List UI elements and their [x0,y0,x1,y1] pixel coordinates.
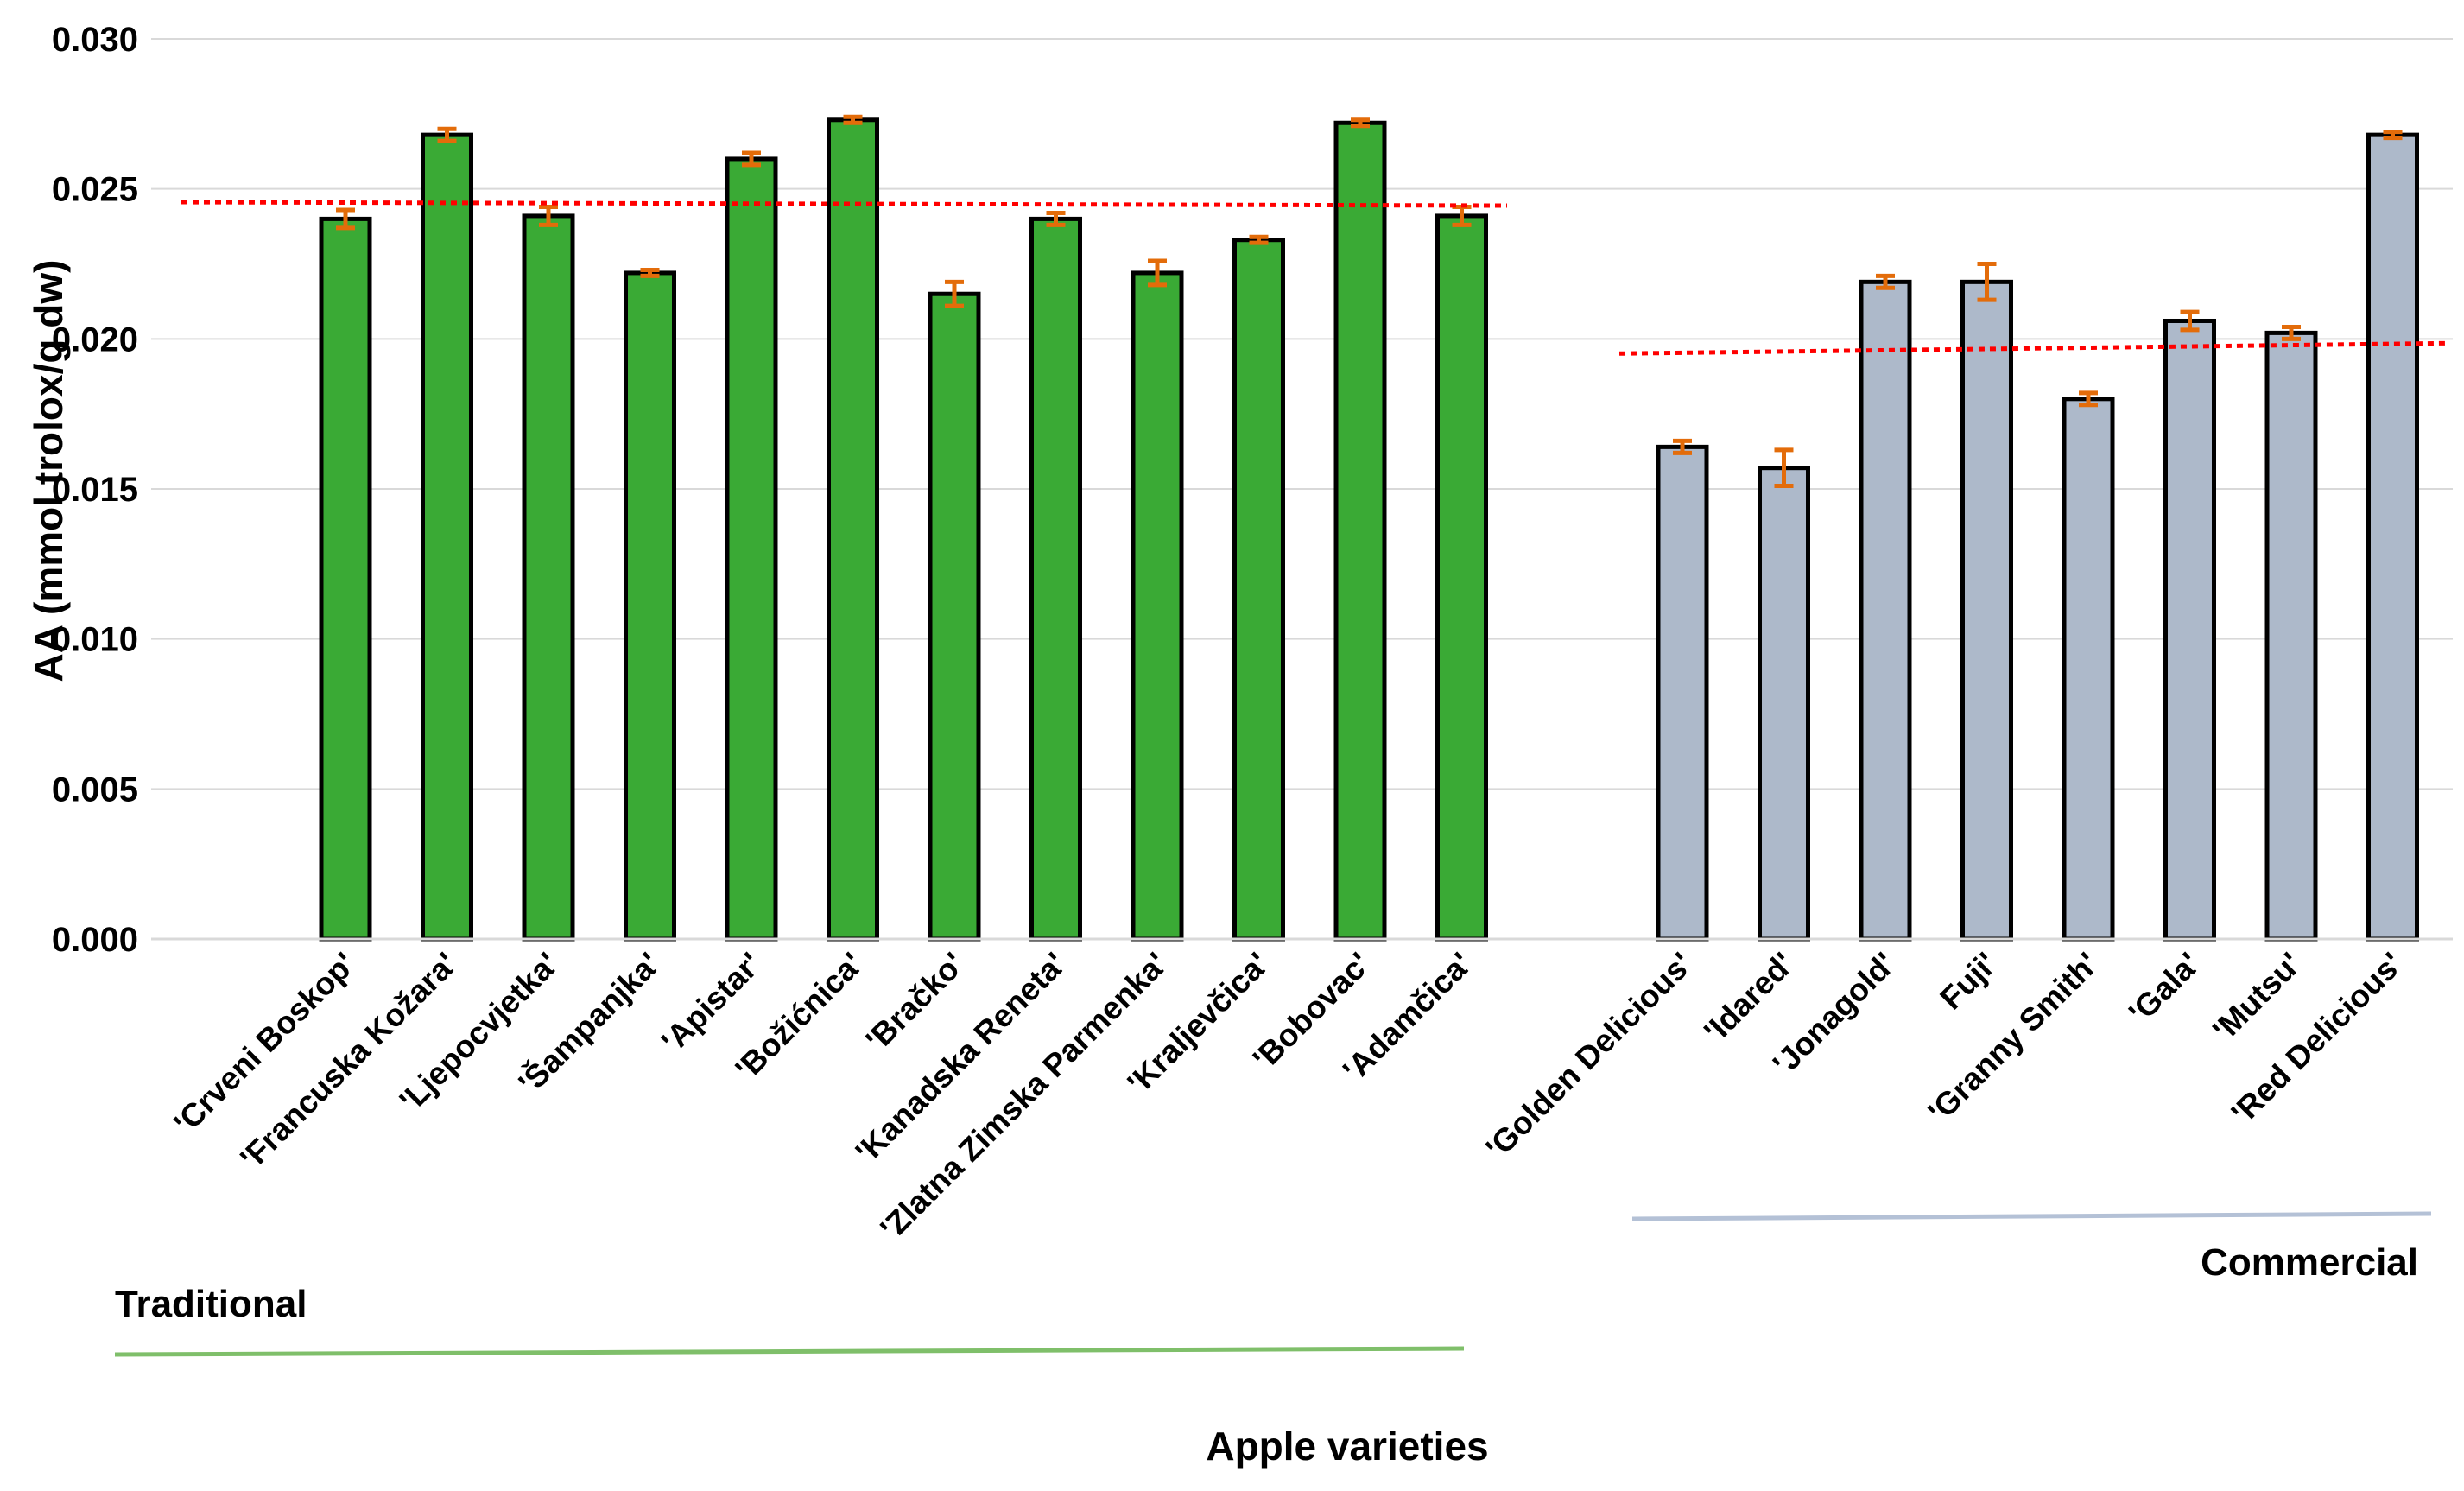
error-bar [1673,438,1692,455]
y-axis-ticks: 0.000 0.005 0.010 0.015 0.020 0.025 0.030 [52,21,138,959]
mean-line [1618,340,2449,356]
group-label-traditional: Traditional [115,1283,307,1325]
category-label: Fuji' [1933,946,2004,1017]
group-underline-traditional [114,1346,1465,1357]
x-axis-title: Apple varieties [1206,1424,1488,1469]
error-bar [1148,258,1167,288]
mean-line [181,200,1508,208]
bar [1859,279,1912,942]
error-bar [742,150,761,168]
error-bar [1774,447,1794,489]
group-underline-commercial [1631,1211,2432,1221]
bar [624,270,676,942]
category-label: 'Red Delicious' [2225,946,2410,1131]
y-tick-label: 0.010 [52,621,138,659]
error-bar [539,205,558,227]
error-bar [2282,324,2301,341]
error-bar [843,114,863,125]
bar [928,291,981,942]
error-bar [1351,117,1370,129]
bars [319,117,2419,942]
category-labels: 'Crveni Boskop''Francuska Kožara''Ljepoc… [168,945,2410,1247]
y-tick-label: 0.030 [52,21,138,59]
bar [319,216,372,942]
error-bar [945,279,964,308]
error-bar [336,207,355,231]
error-bar [1046,210,1066,227]
bar [522,213,575,942]
y-tick-label: 0.005 [52,771,138,809]
bar [1131,270,1184,942]
bar [421,132,473,942]
bar [827,117,879,942]
group-label-commercial: Commercial [2201,1241,2418,1284]
y-tick-label: 0.020 [52,320,138,358]
bar [1029,216,1082,942]
error-bar [2383,130,2403,141]
error-bar [640,267,660,278]
category-label: 'Granny Smith' [1922,946,2106,1130]
category-label: 'Mutsu' [2206,946,2308,1048]
y-axis-title: AA (mmol trolox/g dw) [26,260,71,682]
category-label: 'Gala' [2122,946,2207,1031]
error-bar [1876,273,1895,290]
error-bar [2180,309,2200,333]
error-bar [1977,262,1997,302]
mean-lines [181,200,2449,356]
bar [1232,238,1285,942]
error-bar [2079,390,2098,408]
bar [1960,279,2013,942]
y-tick-label: 0.025 [52,171,138,209]
bar [1758,466,1810,942]
category-label: 'Idared' [1697,946,1801,1050]
error-bar [437,126,457,143]
bar [1333,120,1387,942]
y-tick-label: 0.000 [52,921,138,959]
category-label: 'Crveni Boskop' [168,946,363,1141]
category-label: 'Golden Delicious' [1479,946,1700,1166]
error-bar [1249,234,1269,245]
bar [1435,213,1488,942]
bar [2163,318,2216,942]
bar [725,156,778,942]
bar [2062,397,2115,942]
error-bars [336,114,2403,489]
bar [2366,132,2419,942]
y-tick-label: 0.015 [52,471,138,509]
bar [2264,330,2318,942]
bar [1656,444,1709,942]
